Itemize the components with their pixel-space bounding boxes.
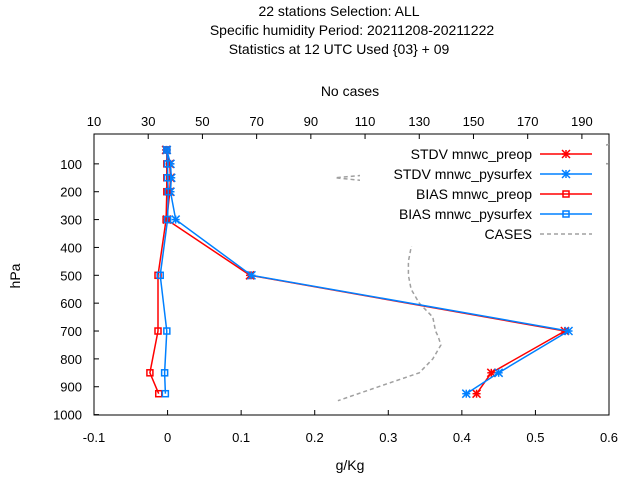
- legend-entry: STDV mnwc_preop: [411, 146, 592, 162]
- x2-tick-label: 110: [355, 114, 376, 129]
- x2-tick-label: 70: [249, 114, 263, 129]
- data-point: [494, 368, 504, 378]
- y-tick-label: 500: [60, 268, 82, 283]
- data-point: [156, 271, 164, 280]
- x-tick-label: 0.5: [526, 430, 544, 445]
- x2-tick-label: 170: [517, 114, 539, 129]
- legend-entry: BIAS mnwc_pysurfex: [399, 206, 592, 222]
- data-point: [161, 389, 170, 398]
- y-tick-label: 100: [60, 157, 82, 172]
- x2-tick-label: 30: [141, 114, 155, 129]
- y-tick-label: 200: [60, 185, 82, 200]
- x-axis-label: g/Kg: [336, 457, 365, 473]
- x-tick-label: 0.4: [453, 430, 471, 445]
- data-point: [163, 146, 171, 154]
- y-tick-label: 800: [60, 352, 82, 367]
- y-tick-label: 900: [60, 380, 82, 395]
- axis-ticks: -0.1 0 0.1 0.2 0.3 0.4 0.5 0.6 10 30 50 70 90 110 130 1…: [53, 114, 618, 445]
- x2-axis-label: No cases: [321, 83, 379, 99]
- x-tick-label: 0.2: [306, 430, 324, 445]
- legend-label: CASES: [485, 226, 532, 242]
- y-tick-label: 700: [60, 324, 82, 339]
- data-point: [171, 215, 181, 225]
- chart-title-line-2: Specific humidity Period: 20211208-20211…: [210, 22, 495, 38]
- y-tick-label: 300: [60, 213, 82, 228]
- x-tick-label: 0.6: [600, 430, 618, 445]
- data-point: [246, 270, 256, 280]
- legend-label: BIAS mnwc_pysurfex: [399, 206, 532, 222]
- data-point: [163, 160, 172, 168]
- series-bias-mnwc-pysurfex: [156, 146, 173, 398]
- x2-tick-label: 150: [463, 114, 485, 129]
- x-tick-label: 0: [164, 430, 171, 445]
- y-tick-label: 1000: [53, 408, 82, 423]
- data-point: [160, 369, 169, 377]
- series-line: [159, 149, 170, 394]
- y-tick-label: 400: [60, 240, 82, 255]
- data-point: [564, 326, 574, 336]
- x-tick-label: -0.1: [83, 430, 105, 445]
- data-point: [461, 389, 471, 399]
- series-line: [149, 149, 168, 394]
- legend-label: BIAS mnwc_preop: [416, 186, 532, 202]
- x2-tick-label: 10: [87, 114, 101, 129]
- y-axis-label: hPa: [7, 263, 23, 288]
- legend-entry: CASES: [485, 226, 592, 242]
- x-tick-label: 0.3: [379, 430, 397, 445]
- legend-entry: BIAS mnwc_preop: [416, 186, 592, 202]
- chart-title-line-3: Statistics at 12 UTC Used {03} + 09: [229, 41, 450, 57]
- data-point: [163, 327, 171, 335]
- x2-tick-label: 190: [571, 114, 593, 129]
- data-point: [164, 187, 173, 196]
- plot-frame: [93, 133, 610, 416]
- chart-title-line-1: 22 stations Selection: ALL: [258, 3, 419, 19]
- legend: STDV mnwc_preop STDV mnwc_pysurfex BIAS mn…: [394, 146, 592, 242]
- data-point: [154, 327, 162, 335]
- legend-label: STDV mnwc_preop: [411, 146, 533, 162]
- legend-entry: STDV mnwc_pysurfex: [394, 166, 592, 182]
- legend-label: STDV mnwc_pysurfex: [394, 166, 532, 182]
- x-tick-label: 0.1: [232, 430, 250, 445]
- data-point: [472, 389, 482, 399]
- x2-tick-label: 90: [304, 114, 318, 129]
- data-point: [163, 215, 172, 224]
- y-tick-label: 600: [60, 296, 82, 311]
- x2-tick-label: 50: [195, 114, 209, 129]
- data-point: [146, 369, 154, 377]
- data-point: [163, 174, 172, 182]
- data-point: [154, 389, 163, 398]
- x2-tick-label: 130: [408, 114, 430, 129]
